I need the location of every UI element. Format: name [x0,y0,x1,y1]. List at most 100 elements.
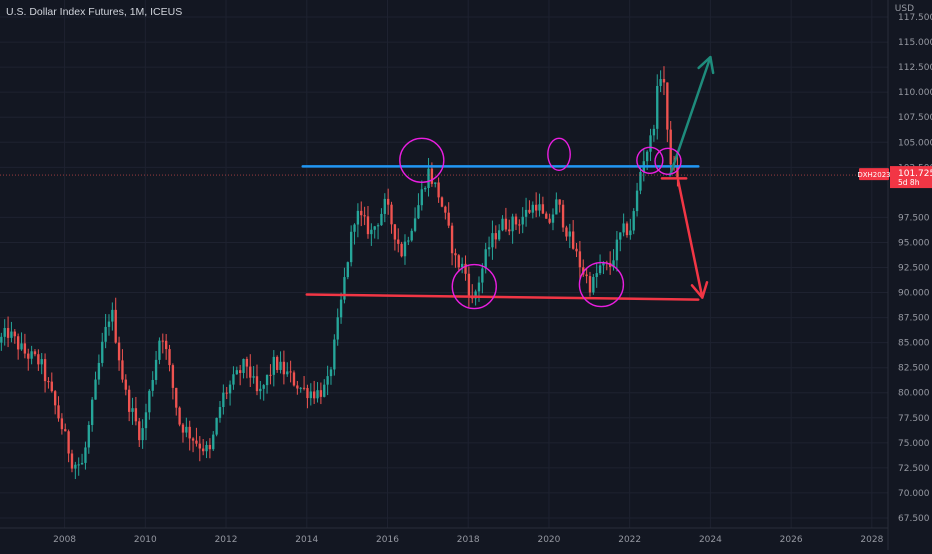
y-tick-label: 75.000 [898,439,930,449]
candle-body [101,341,104,363]
candle-body [460,263,464,268]
y-tick-label: 112.500 [898,63,932,73]
y-tick-label: 77.500 [898,414,930,424]
symbol-tag-bg [859,168,889,181]
candle-body [390,204,393,225]
y-tick-label: 110.000 [898,88,932,98]
candle-body [238,370,242,374]
highlight-circle [636,146,664,175]
candle-body [555,199,558,215]
candle-body [477,282,481,292]
candle-body [427,168,430,189]
candle-body [393,224,397,240]
candle-body [158,340,161,360]
current-price: 101.725 [898,169,932,179]
candle-body [181,424,185,433]
candle-body [474,291,477,299]
candle-body [306,388,309,399]
y-tick-label: 87.500 [898,314,930,324]
candle-body [420,189,423,206]
candle-body [571,231,575,249]
candle-body [612,260,615,267]
candle-body [363,215,366,217]
candle-body [548,218,551,223]
candle-body [175,387,178,408]
candle-body [619,232,622,240]
up-arrow-shaft [668,55,712,177]
y-tick-label: 92.500 [898,264,930,274]
candle-body [292,372,296,386]
candle-body [178,407,181,425]
candle-body [111,309,114,322]
candle-body [457,255,460,268]
candle-body [484,249,487,269]
candle-body [6,328,10,338]
x-tick-label: 2014 [295,535,318,545]
time-remaining: 5d 8h [898,178,920,187]
candle-body [386,198,390,205]
candle-body [447,212,450,226]
y-tick-label: 97.500 [898,213,930,223]
candle-body [656,85,659,129]
candle-body [538,204,541,211]
candle-body [565,227,568,237]
candle-body [635,190,639,212]
candle-body [329,369,333,377]
candle-body [259,388,262,392]
highlight-circle [547,137,571,171]
candle-body [545,213,548,219]
candle-body [444,206,447,213]
y-tick-label: 105.000 [898,138,932,148]
candle-body [127,389,131,412]
candle-body [666,82,669,130]
candle-body [43,359,47,382]
y-tick-label: 67.500 [898,514,930,524]
candle-body [383,198,386,214]
candle-body [615,239,619,261]
candle-body [208,444,212,450]
candle-body [121,360,124,380]
candle-body [80,462,84,465]
candle-body [275,356,279,370]
candle-body [407,240,410,242]
candle-body [215,417,218,435]
candle-body [10,331,13,338]
candle-body [53,391,57,406]
candle-body [279,361,282,370]
x-tick-label: 2022 [618,535,641,545]
candle-body [528,209,531,213]
candle-body [397,239,400,244]
candle-body [676,166,679,179]
candle-body [450,225,454,254]
candle-body [154,359,158,380]
candle-body [323,384,326,397]
candle-body [20,343,23,350]
currency-unit: USD [894,4,914,14]
candle-body [662,79,666,83]
candle-body [225,392,228,394]
candle-body [652,128,656,136]
candle-body [90,399,94,425]
candle-body [561,204,565,228]
candle-body [514,216,518,225]
up-arrow-head [697,55,715,75]
candle-body [50,381,53,392]
candle-body [531,204,534,213]
x-tick-label: 2026 [780,535,803,545]
candle-body [232,374,235,385]
y-tick-label: 72.500 [898,464,930,474]
candle-body [487,247,491,250]
candle-body [33,351,37,355]
candle-body [47,381,50,383]
candle-body [598,265,602,274]
candle-body [376,225,380,227]
candle-body [464,263,467,274]
candle-body [138,421,141,441]
x-tick-label: 2020 [537,535,560,545]
candle-body [625,223,629,236]
support-line [305,293,700,301]
candle-body [309,391,312,399]
